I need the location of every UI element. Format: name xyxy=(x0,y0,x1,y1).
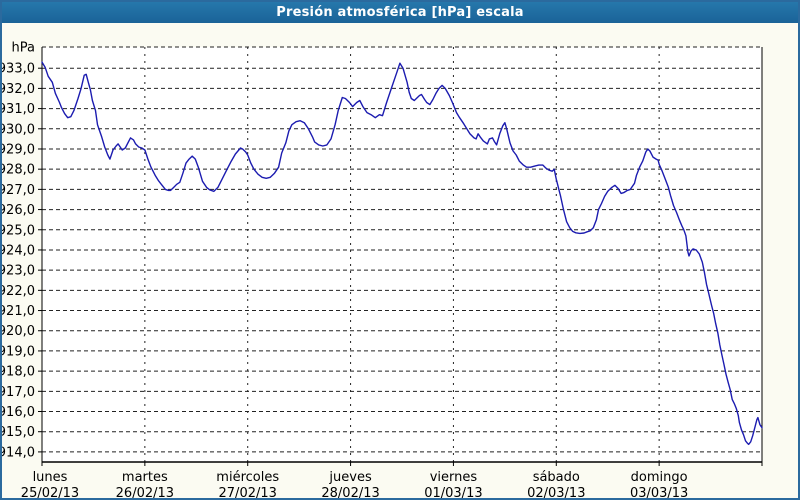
x-axis-date-label: 25/02/13 xyxy=(21,486,79,500)
y-axis-label: 924,0 xyxy=(2,243,35,258)
x-axis-day-label: miércoles xyxy=(216,470,279,485)
chart-title: Presión atmosférica [hPa] escala xyxy=(276,5,524,20)
y-axis-label: 917,0 xyxy=(2,385,35,400)
x-axis-date-label: 01/03/13 xyxy=(424,486,482,500)
y-axis-label: 930,0 xyxy=(2,122,35,137)
y-axis-label: 921,0 xyxy=(2,304,35,319)
y-axis-label: 919,0 xyxy=(2,344,35,359)
x-axis-day-label: jueves xyxy=(328,470,372,485)
y-axis-label: 918,0 xyxy=(2,365,35,380)
x-axis-day-label: martes xyxy=(122,470,168,485)
x-axis-date-label: 27/02/13 xyxy=(219,486,277,500)
y-axis-label: 932,0 xyxy=(2,82,35,97)
y-axis-label: 916,0 xyxy=(2,405,35,420)
x-axis-date-label: 03/03/13 xyxy=(630,486,688,500)
y-axis-label: 920,0 xyxy=(2,324,35,339)
x-axis-day-label: sábado xyxy=(533,470,580,485)
y-axis-label: 933,0 xyxy=(2,62,35,77)
x-axis-day-label: viernes xyxy=(430,470,478,485)
pressure-line-chart: 933,0 932,0 931,0 930,0 929,0 928,0 927,0 926,0… xyxy=(2,41,763,500)
x-axis-date-label: 26/02/13 xyxy=(116,486,174,500)
x-axis-date-label: 02/03/13 xyxy=(527,486,585,500)
y-axis-label: 915,0 xyxy=(2,425,35,440)
y-axis-unit-label: hPa xyxy=(12,41,35,56)
chart-title-bar: Presión atmosférica [hPa] escala xyxy=(2,2,798,23)
y-axis-label: 925,0 xyxy=(2,223,35,238)
y-axis-label: 929,0 xyxy=(2,142,35,157)
y-axis-label: 914,0 xyxy=(2,445,35,460)
chart-plot-area: 933,0 932,0 931,0 930,0 929,0 928,0 927,0 926,0… xyxy=(2,23,798,498)
y-axis-label: 922,0 xyxy=(2,284,35,299)
x-axis-day-label: domingo xyxy=(631,470,688,485)
pressure-line xyxy=(41,61,763,446)
y-axis-label: 923,0 xyxy=(2,264,35,279)
x-axis-date-label: 28/02/13 xyxy=(321,486,379,500)
y-axis-label: 928,0 xyxy=(2,163,35,178)
y-axis-label: 926,0 xyxy=(2,203,35,218)
plot-background xyxy=(42,47,762,462)
y-axis-label: 931,0 xyxy=(2,102,35,117)
x-axis-day-label: lunes xyxy=(33,470,68,485)
y-axis-label: 927,0 xyxy=(2,183,35,198)
